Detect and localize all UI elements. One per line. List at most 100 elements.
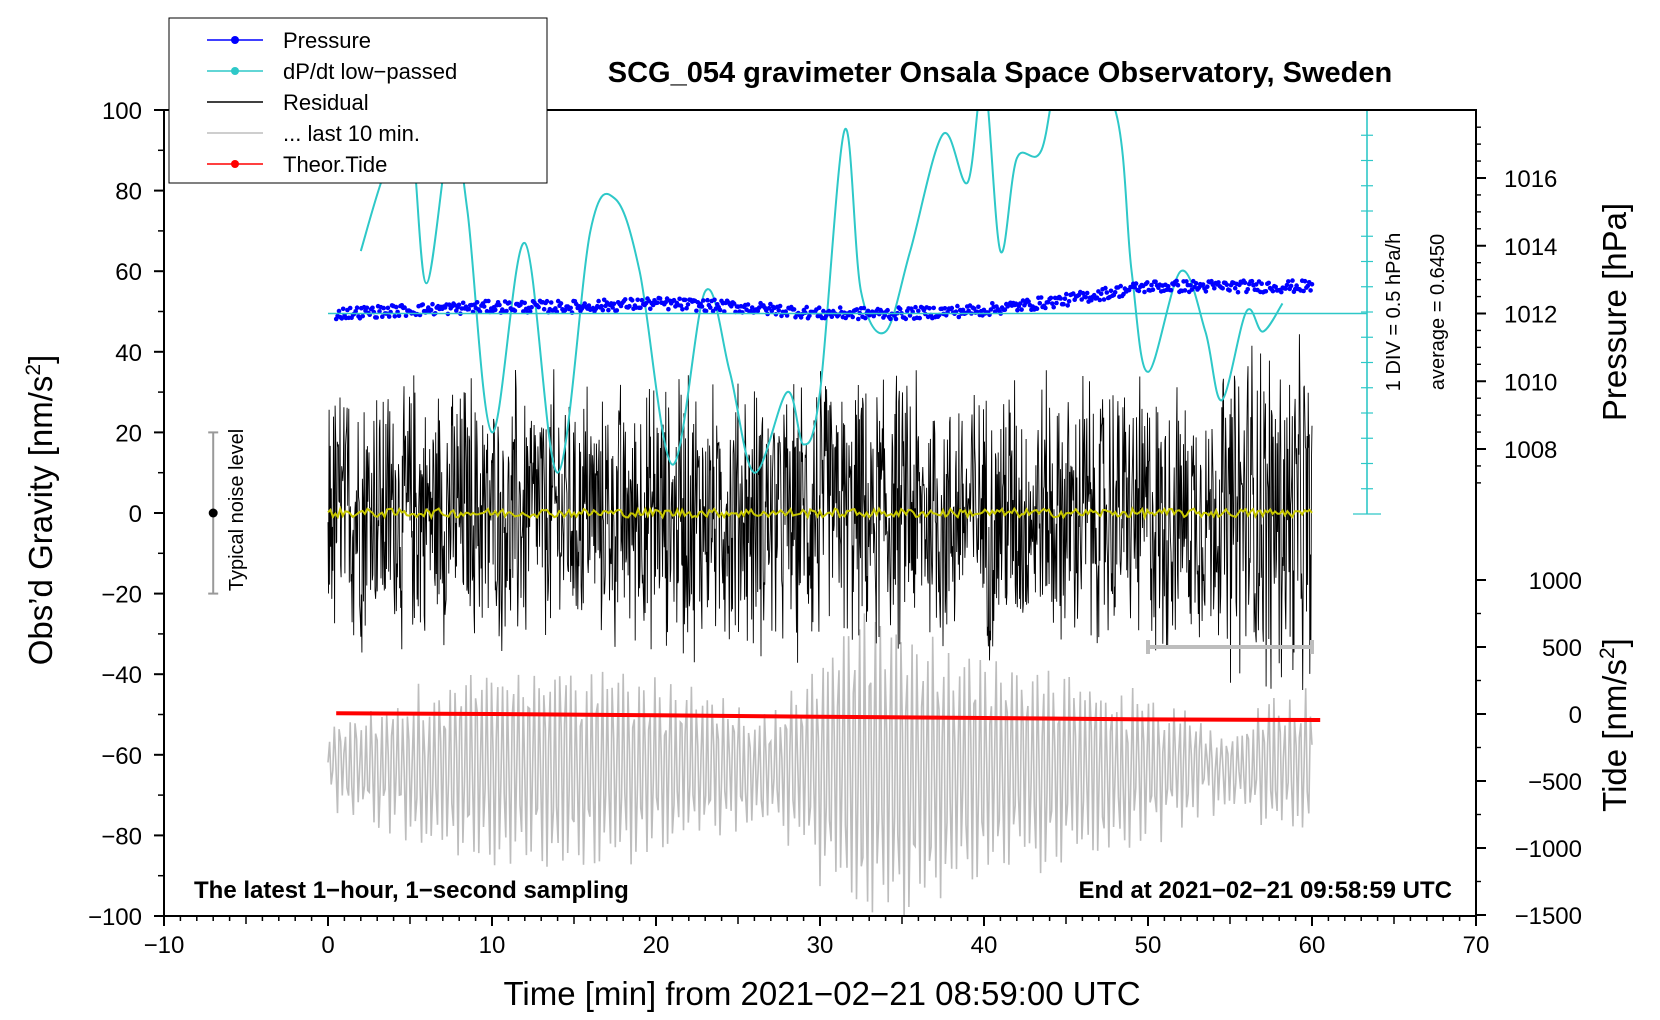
pressure-point <box>779 313 784 319</box>
pressure-point <box>960 307 966 313</box>
pressure-point <box>1017 301 1023 306</box>
tide-tick-label: 500 <box>1542 635 1582 662</box>
pressure-point <box>1145 280 1150 285</box>
pressure-point <box>1062 296 1068 302</box>
pressure-point <box>731 301 737 306</box>
pressure-point <box>1279 289 1284 295</box>
pressure-point <box>1220 286 1225 291</box>
pressure-point <box>1015 307 1020 313</box>
pressure-point <box>347 305 353 311</box>
pressure-point <box>1058 296 1063 301</box>
legend: Pressure dP/dt low−passed Residual ... last… <box>168 17 548 184</box>
legend-label: Theor.Tide <box>283 152 387 177</box>
y-axis-title-close: ] <box>22 355 59 364</box>
noise-level-label: Typical noise level <box>226 429 248 591</box>
pressure-point <box>1037 300 1043 306</box>
pressure-point <box>766 305 772 311</box>
pressure-point <box>705 297 710 303</box>
tide-tick-label: −1500 <box>1515 903 1582 930</box>
pressure-tick-label: 1016 <box>1504 166 1557 193</box>
pressure-point <box>1098 291 1104 297</box>
pressure-point <box>466 306 472 312</box>
pressure-point <box>1209 278 1214 284</box>
pressure-point <box>393 304 399 310</box>
pressure-point <box>745 302 751 307</box>
y-tick-label: −100 <box>88 904 142 931</box>
residual-series-line <box>327 334 1313 691</box>
pressure-point <box>927 306 932 311</box>
pressure-point <box>1308 288 1313 293</box>
pressure-point <box>1103 285 1108 291</box>
scale-label-div: 1 DIV = 0.5 hPa/h <box>1383 233 1405 391</box>
x-tick-label: 40 <box>971 932 998 959</box>
pressure-point <box>385 305 391 311</box>
pressure-point <box>803 310 808 316</box>
pressure-point <box>701 298 706 303</box>
y-tick-label: −80 <box>101 823 142 850</box>
pressure-point <box>1133 281 1139 286</box>
pressure-point <box>1112 290 1118 295</box>
pressure-point <box>893 316 899 322</box>
pressure-point <box>420 302 426 307</box>
pressure-point <box>386 314 392 319</box>
pressure-point <box>1259 281 1264 287</box>
pressure-point <box>474 300 480 305</box>
pressure-point <box>396 313 402 319</box>
pressure-point <box>1216 280 1221 285</box>
pressure-point <box>1301 288 1306 294</box>
x-tick-label: 70 <box>1463 932 1490 959</box>
pressure-point <box>804 304 809 310</box>
chart-title: SCG_054 gravimeter Onsala Space Observat… <box>608 57 1392 89</box>
pressure-point <box>843 315 848 321</box>
pressure-point <box>1227 288 1232 293</box>
axes-layer: −10 0 10 20 30 40 50 60 70−100−80−60−40−20020406… <box>88 98 1582 959</box>
pressure-point <box>353 309 359 314</box>
pressure-point <box>916 308 921 314</box>
pressure-point <box>1283 286 1288 291</box>
pressure-point <box>1104 290 1110 295</box>
noise-bar-center <box>208 508 218 518</box>
pressure-point <box>684 305 689 311</box>
pressure-point <box>1205 284 1210 290</box>
pressure-point <box>456 302 462 308</box>
sampling-annotation: The latest 1−hour, 1−second sampling <box>194 877 629 904</box>
pressure-point <box>544 298 550 304</box>
pressure-point <box>586 303 592 308</box>
pressure-point <box>600 307 606 313</box>
pressure-point <box>861 305 867 311</box>
dpdt-series-line <box>359 110 1284 474</box>
x-tick-label: 30 <box>807 932 834 959</box>
pressure-point <box>536 304 541 310</box>
tide-series-line <box>336 711 1321 722</box>
pressure-point <box>1118 283 1123 289</box>
pressure-point <box>1302 278 1308 284</box>
legend-label: Residual <box>283 90 369 115</box>
tide-tick-label: 1000 <box>1529 568 1582 595</box>
pressure-point <box>622 297 628 302</box>
pressure-point <box>1232 285 1238 291</box>
pressure-point <box>678 303 684 309</box>
pressure-point <box>1132 285 1137 290</box>
pressure-point <box>377 309 382 314</box>
pressure-point <box>486 298 491 304</box>
pressure-point <box>339 316 345 321</box>
end-time-annotation: End at 2021−02−21 09:58:59 UTC <box>1078 877 1452 904</box>
pressure-point <box>606 307 611 313</box>
pressure-point <box>1188 283 1193 288</box>
pressure-tick-label: 1010 <box>1504 369 1557 396</box>
pressure-point <box>1235 289 1241 295</box>
pressure-point <box>1019 307 1024 312</box>
y-tick-label: 100 <box>102 98 142 125</box>
pressure-point <box>562 308 568 313</box>
pressure-point <box>430 301 435 307</box>
pressure-point <box>493 307 498 313</box>
pressure-point <box>1026 299 1031 304</box>
pressure-point <box>657 296 663 301</box>
y-tick-label: −20 <box>101 582 142 609</box>
pressure-point <box>768 301 773 307</box>
pressure-point <box>1284 282 1290 288</box>
pressure-point <box>897 306 903 312</box>
pressure-point <box>913 304 918 310</box>
legend-label: Pressure <box>283 28 371 53</box>
pressure-point <box>791 307 797 312</box>
